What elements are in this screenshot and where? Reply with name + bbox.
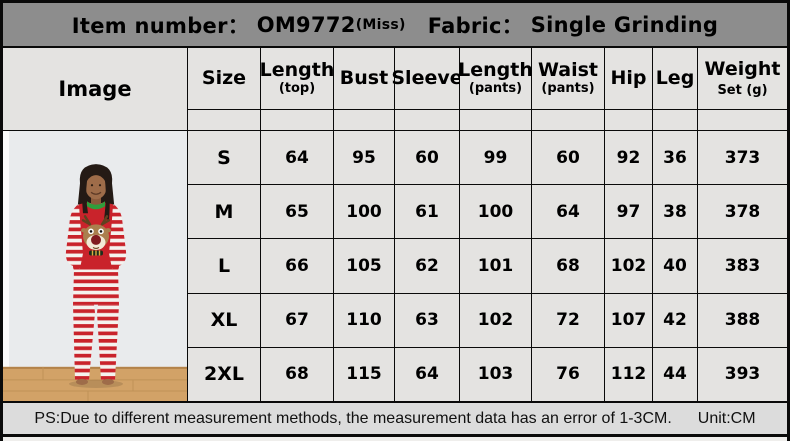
table-cell: 72 <box>532 293 604 347</box>
table-cell: 66 <box>261 239 333 293</box>
footer-note-band: PS:Due to different measurement methods,… <box>3 401 787 437</box>
table-cell: 95 <box>334 131 394 185</box>
table-cell: 383 <box>698 239 787 293</box>
column-header-label: Bust <box>339 67 389 90</box>
column-header-label: Length <box>458 59 533 82</box>
table-cell: 76 <box>532 347 604 401</box>
column-header-label: Weight <box>704 57 781 80</box>
table-cell: 112 <box>605 347 652 401</box>
table-cell: 65 <box>261 185 333 239</box>
spacer-cell <box>698 110 787 130</box>
table-cell: 100 <box>460 185 531 239</box>
table-cell: 393 <box>698 347 787 401</box>
item-number-suffix: (Miss) <box>355 16 406 33</box>
column-header-sublabel: (top) <box>278 81 316 97</box>
size-table: Image Size Length (top) Bust Sleeve Leng… <box>3 48 787 401</box>
column-header-label: Hip <box>610 67 647 90</box>
table-cell: 388 <box>698 293 787 347</box>
table-cell: 102 <box>605 239 652 293</box>
size-cell: 2XL <box>188 347 260 401</box>
spacer-cell <box>334 110 394 130</box>
unit-label: Unit:CM <box>697 409 756 427</box>
column-header-label: Size <box>201 67 247 90</box>
spacer-cell <box>532 110 604 130</box>
table-cell: 92 <box>605 131 652 185</box>
table-cell: 42 <box>653 293 697 347</box>
table-cell: 62 <box>395 239 459 293</box>
spacer-cell <box>261 110 333 130</box>
table-cell: 107 <box>605 293 652 347</box>
table-cell: 60 <box>532 131 604 185</box>
size-cell: S <box>188 131 260 185</box>
product-photo <box>3 131 187 401</box>
table-cell: 99 <box>460 131 531 185</box>
table-cell: 102 <box>460 293 531 347</box>
item-number-label: Item number： <box>71 13 250 38</box>
column-header-sleeve: Sleeve <box>391 48 463 109</box>
column-header-label: Length <box>259 59 335 82</box>
column-header-hip: Hip <box>605 48 652 109</box>
table-cell: 103 <box>460 347 531 401</box>
column-header-label: Waist <box>537 59 598 82</box>
table-cell: 60 <box>395 131 459 185</box>
column-header-length-pants: Length (pants) <box>458 48 533 109</box>
column-header-length-top: Length (top) <box>259 48 335 109</box>
column-header-image: Image <box>3 48 187 130</box>
table-cell: 373 <box>698 131 787 185</box>
column-header-weight: Weight Set (g) <box>698 48 787 109</box>
table-cell: 105 <box>334 239 394 293</box>
table-cell: 40 <box>653 239 697 293</box>
spacer-cell <box>605 110 652 130</box>
table-cell: 38 <box>653 185 697 239</box>
column-header-sublabel: Set (g) <box>717 82 768 98</box>
table-cell: 68 <box>261 347 333 401</box>
spacer-cell <box>188 110 260 130</box>
pajama-model-illustration <box>3 131 187 401</box>
table-cell: 101 <box>460 239 531 293</box>
spacer-cell <box>395 110 459 130</box>
column-header-waist-pants: Waist (pants) <box>532 48 604 109</box>
table-cell: 67 <box>261 293 333 347</box>
column-header-sublabel: (pants) <box>541 81 595 97</box>
table-cell: 44 <box>653 347 697 401</box>
size-cell: L <box>188 239 260 293</box>
title-band: Item number： OM9772 (Miss) Fabric： Single … <box>3 3 787 48</box>
spacer-cell <box>460 110 531 130</box>
column-header-label: Sleeve <box>391 67 463 90</box>
table-cell: 64 <box>395 347 459 401</box>
spacer-cell <box>653 110 697 130</box>
table-cell: 97 <box>605 185 652 239</box>
item-number-value: OM9772 <box>256 12 356 37</box>
table-cell: 36 <box>653 131 697 185</box>
fabric-label: Fabric： <box>427 13 524 38</box>
fabric-value: Single Grinding <box>530 12 719 37</box>
bottom-margin-strip <box>3 437 787 441</box>
column-header-bust: Bust <box>334 48 394 109</box>
table-cell: 64 <box>532 185 604 239</box>
column-header-label: Leg <box>655 67 695 90</box>
table-cell: 61 <box>395 185 459 239</box>
table-cell: 68 <box>532 239 604 293</box>
size-cell: XL <box>188 293 260 347</box>
column-header-leg: Leg <box>653 48 697 109</box>
table-cell: 378 <box>698 185 787 239</box>
table-cell: 110 <box>334 293 394 347</box>
table-cell: 63 <box>395 293 459 347</box>
size-cell: M <box>188 185 260 239</box>
table-cell: 64 <box>261 131 333 185</box>
column-header-sublabel: (pants) <box>468 81 523 97</box>
measurement-note: PS:Due to different measurement methods,… <box>34 409 672 427</box>
table-cell: 115 <box>334 347 394 401</box>
table-cell: 100 <box>334 185 394 239</box>
column-header-size: Size <box>188 48 260 109</box>
reindeer-graphic <box>81 215 111 256</box>
